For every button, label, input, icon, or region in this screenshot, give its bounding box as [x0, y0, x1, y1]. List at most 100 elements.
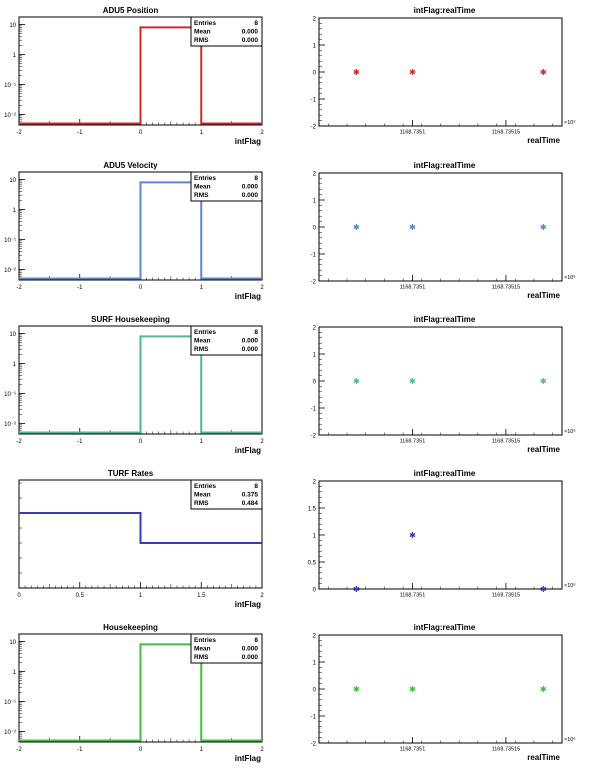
plot-frame	[318, 480, 563, 590]
stats-value: 0.000	[242, 654, 259, 661]
x-tick-label: -2	[16, 439, 22, 445]
stats-frame	[190, 325, 263, 356]
data-point	[540, 69, 547, 75]
x-tick-label: 1168.7351	[400, 747, 426, 753]
y-tick-label: 10	[9, 332, 16, 338]
x-exponent-label: ×10⁶	[564, 736, 576, 743]
y-tick-label: 2	[313, 634, 317, 640]
data-point	[353, 224, 360, 230]
stats-label: RMS	[194, 192, 209, 199]
x-tick-label: 1168.73515	[492, 593, 521, 599]
chart-title: TURF Rates	[108, 469, 154, 478]
y-tick-label: 0	[313, 226, 317, 232]
y-tick-label: 1	[313, 353, 317, 359]
x-tick-label: 1	[200, 747, 204, 753]
stats-box: Entries 8 Mean 0.000 RMS 0.000	[190, 325, 263, 356]
x-axis-label: intFlag	[235, 600, 261, 609]
x-tick-label: 2	[260, 439, 264, 445]
stats-box: Entries 8 Mean 0.000 RMS 0.000	[190, 171, 263, 202]
data-point	[409, 69, 416, 75]
x-tick-label: 2	[260, 593, 264, 599]
data-point	[540, 224, 547, 230]
x-tick-label: -1	[77, 747, 83, 753]
marker-stroke	[353, 378, 360, 384]
y-tick-label: 10⁻²	[4, 113, 16, 119]
hist-outline	[19, 643, 262, 742]
y-tick-label: -1	[311, 407, 317, 413]
x-tick-label: 2	[260, 130, 264, 136]
y-tick-label: 2	[313, 17, 317, 23]
stats-label: Mean	[194, 29, 211, 36]
stats-value: 8	[254, 637, 258, 644]
y-tick-label: 1	[313, 661, 317, 667]
stats-value: 8	[254, 483, 258, 490]
data-point	[540, 378, 547, 384]
marker-stroke	[540, 378, 547, 384]
marker-stroke	[409, 686, 416, 692]
chart-title: intFlag:realTime	[414, 161, 476, 170]
data-point	[409, 686, 416, 692]
y-tick-label: -1	[311, 253, 317, 259]
hist-bin	[141, 543, 263, 588]
hist-outline	[19, 335, 262, 434]
y-tick-label: 10	[9, 178, 16, 184]
stats-value: 0.375	[242, 492, 259, 499]
marker-stroke	[540, 69, 547, 75]
hist-outline	[19, 26, 262, 125]
stats-label: Mean	[194, 338, 211, 345]
x-axis-label: intFlag	[235, 137, 261, 146]
x-tick-label: -2	[16, 747, 22, 753]
y-tick-label: 0	[313, 688, 317, 694]
chart-title: intFlag:realTime	[414, 6, 476, 15]
y-tick-label: 10⁻¹	[4, 83, 16, 89]
y-tick-label: 10	[9, 640, 16, 646]
y-tick-label: 1	[13, 208, 17, 214]
data-point	[353, 586, 360, 592]
stats-label: Entries	[194, 637, 216, 644]
scatter-chart-5: intFlag:realTime 2 1 0 -1 -2 1168.7351 1168.735…	[311, 315, 576, 454]
y-tick-label: 10⁻²	[4, 422, 16, 428]
y-tick-label: 1	[313, 199, 317, 205]
stats-value: 0.000	[242, 37, 259, 44]
hist-outline	[19, 512, 262, 544]
y-tick-label: 1.5	[308, 507, 317, 513]
y-tick-label: 10⁻²	[4, 268, 16, 274]
x-tick-label: 1168.7351	[400, 439, 426, 445]
x-tick-label: -1	[77, 285, 83, 291]
stats-frame	[190, 479, 263, 510]
y-tick-label: 10⁻¹	[4, 700, 16, 706]
data-point	[540, 686, 547, 692]
y-tick-label: 10⁻¹	[4, 392, 16, 398]
stats-value: 0.000	[242, 29, 259, 36]
y-tick-label: -2	[311, 742, 317, 748]
x-exponent-label: ×10⁶	[564, 582, 576, 589]
x-tick-label: 1	[200, 285, 204, 291]
x-axis-label: realTime	[527, 445, 560, 454]
chart-title: intFlag:realTime	[414, 623, 476, 632]
x-tick-label: 1168.73515	[492, 439, 521, 445]
marker-stroke	[353, 69, 360, 75]
x-tick-label: 1	[139, 593, 143, 599]
y-tick-label: 2	[313, 326, 317, 332]
stats-label: Entries	[194, 175, 216, 182]
stats-value: 0.000	[242, 184, 259, 191]
x-tick-label: 0	[139, 747, 143, 753]
stats-label: Entries	[194, 329, 216, 336]
y-tick-label: -2	[311, 125, 317, 131]
chart-title: ADU5 Position	[103, 6, 159, 15]
stats-box: Entries 8 Mean 0.000 RMS 0.000	[190, 16, 263, 47]
data-point	[353, 69, 360, 75]
scatter-chart-1: intFlag:realTime 2 1 0 -1 -2 1168.7351 1168.735…	[311, 6, 576, 145]
chart-title: Housekeeping	[103, 623, 158, 632]
data-point	[409, 224, 416, 230]
y-tick-label: 10⁻²	[4, 730, 16, 736]
data-point	[353, 686, 360, 692]
stats-label: Entries	[194, 20, 216, 27]
x-tick-label: 1.5	[197, 593, 206, 599]
data-point	[409, 378, 416, 384]
scatter-chart-3: intFlag:realTime 2 1 0 -1 -2 1168.7351 1168.735…	[311, 161, 576, 300]
stats-frame	[190, 16, 263, 47]
